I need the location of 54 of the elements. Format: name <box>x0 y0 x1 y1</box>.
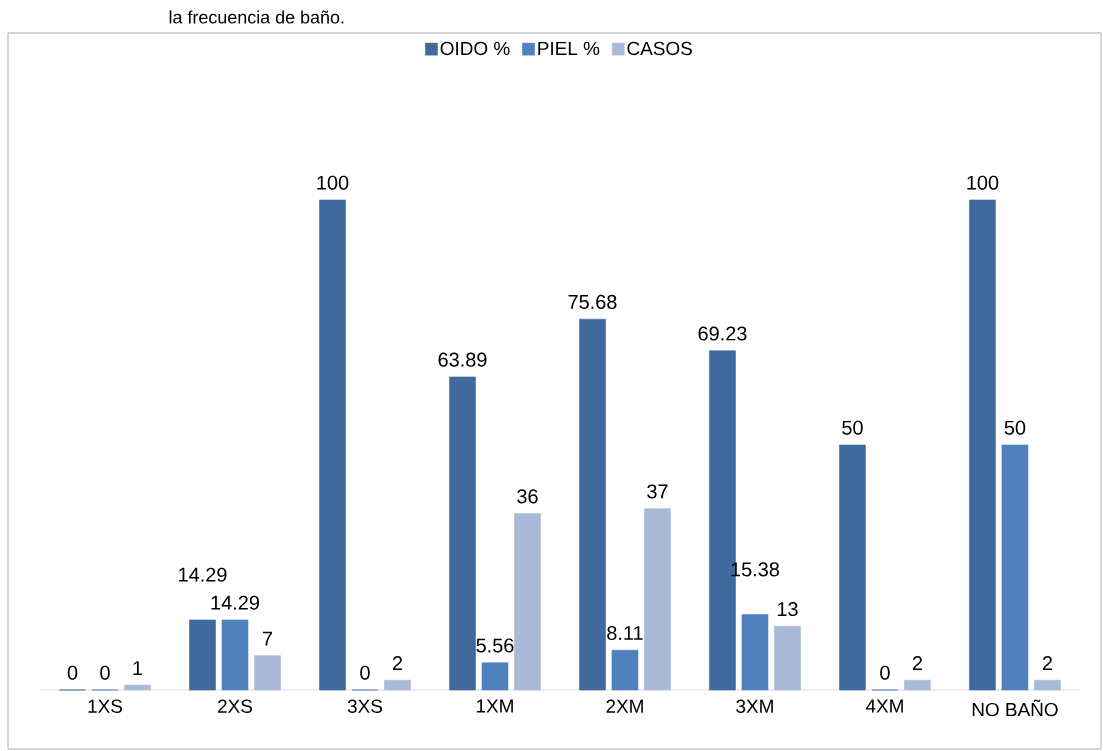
data-label: 50 <box>842 420 863 435</box>
bar <box>611 649 639 691</box>
bar <box>254 655 281 691</box>
bar <box>839 444 866 691</box>
bar <box>481 662 509 691</box>
data-label: 36 <box>517 489 538 504</box>
bar <box>741 614 769 691</box>
data-label: 0 <box>360 665 370 680</box>
bar <box>124 684 151 691</box>
data-label: 100 <box>317 175 349 190</box>
data-label: 5.56 <box>476 638 514 653</box>
x-tick-label: 2XS <box>218 699 253 713</box>
data-label: 14.29 <box>179 567 227 582</box>
bar <box>221 619 249 691</box>
data-label: 8.11 <box>607 625 643 641</box>
x-tick-label: 4XM <box>865 699 903 713</box>
data-label: 13 <box>777 601 798 617</box>
data-label: 1 <box>133 661 143 675</box>
data-label: 75.68 <box>568 294 617 309</box>
bar <box>904 679 931 691</box>
x-tick-label: 3XS <box>347 699 382 713</box>
x-tick-label: NO BAÑO <box>972 699 1058 717</box>
bar <box>514 513 541 691</box>
bar <box>969 199 996 691</box>
legend-label: CASOS <box>627 41 692 56</box>
data-label: 2 <box>912 656 922 670</box>
bar <box>449 376 476 691</box>
data-label: 63.89 <box>438 352 487 367</box>
bar <box>1034 679 1061 691</box>
x-tick-label: 1XS <box>88 699 123 713</box>
bar <box>644 508 671 691</box>
data-label: 0 <box>880 665 890 680</box>
data-label: 100 <box>967 175 999 190</box>
bar <box>319 199 346 691</box>
legend-label: PIEL % <box>538 41 600 56</box>
text: la frecuencia de baño. <box>169 10 344 24</box>
data-label: 0 <box>67 665 78 680</box>
data-label: 2 <box>1042 656 1052 670</box>
data-label: 37 <box>647 484 668 499</box>
bar <box>579 318 606 691</box>
x-tick-label: 1XM <box>476 699 513 713</box>
bar <box>384 679 411 691</box>
data-label: 14.29 <box>211 595 259 610</box>
bar <box>189 619 216 691</box>
data-label: 7 <box>262 631 273 646</box>
x-tick-label: 3XM <box>736 699 773 713</box>
data-label: 69.23 <box>698 326 747 341</box>
data-label: 50 <box>1004 420 1026 435</box>
data-label: 0 <box>100 665 110 680</box>
x-tick-label: 2XM <box>606 699 643 713</box>
legend-label: OIDO % <box>440 41 510 56</box>
bar <box>774 625 801 691</box>
data-label: 2 <box>392 656 403 670</box>
bar <box>1001 444 1029 691</box>
